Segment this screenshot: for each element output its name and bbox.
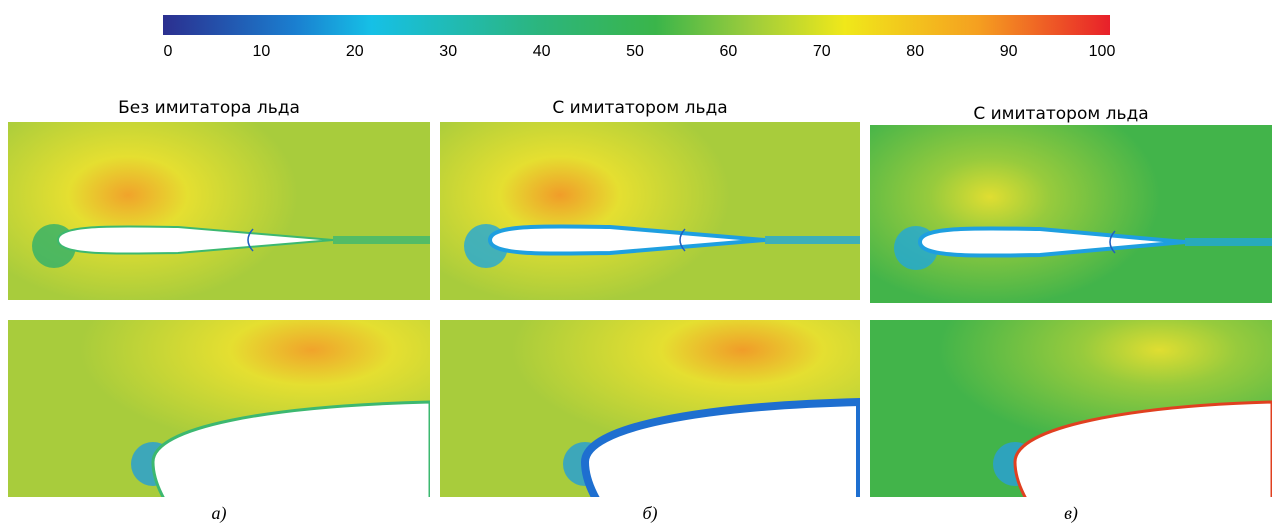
colorbar-tick-label: 70 (813, 43, 831, 60)
colorbar-tick-label: 90 (1000, 43, 1018, 60)
panel-title: С имитатором льда (973, 104, 1148, 124)
panel-title: С имитатором льда (552, 98, 727, 118)
panel-label: в) (1064, 503, 1078, 524)
colorbar-tick-label: 80 (906, 43, 924, 60)
colorbar-tick-label: 60 (720, 43, 738, 60)
figure: 0 10 20 30 40 50 60 70 80 90 100 Без имитатора льда… (0, 0, 1278, 527)
panel-label: б) (642, 503, 657, 524)
colorbar-tick-label: 40 (533, 43, 551, 60)
colorbar-tick-label: 20 (346, 43, 364, 60)
colorbar-tick-label: 100 (1089, 43, 1116, 60)
colorbar-tick-label: 10 (253, 43, 271, 60)
panel-title: Без имитатора льда (118, 98, 300, 118)
colorbar (163, 15, 1110, 35)
field-hot (390, 85, 730, 305)
colorbar-tick-label: 50 (626, 43, 644, 60)
colorbar-tick-label: 30 (439, 43, 457, 60)
panel-label: а) (212, 503, 227, 524)
colorbar-tick-label: 0 (164, 43, 173, 60)
wake (1185, 238, 1278, 246)
